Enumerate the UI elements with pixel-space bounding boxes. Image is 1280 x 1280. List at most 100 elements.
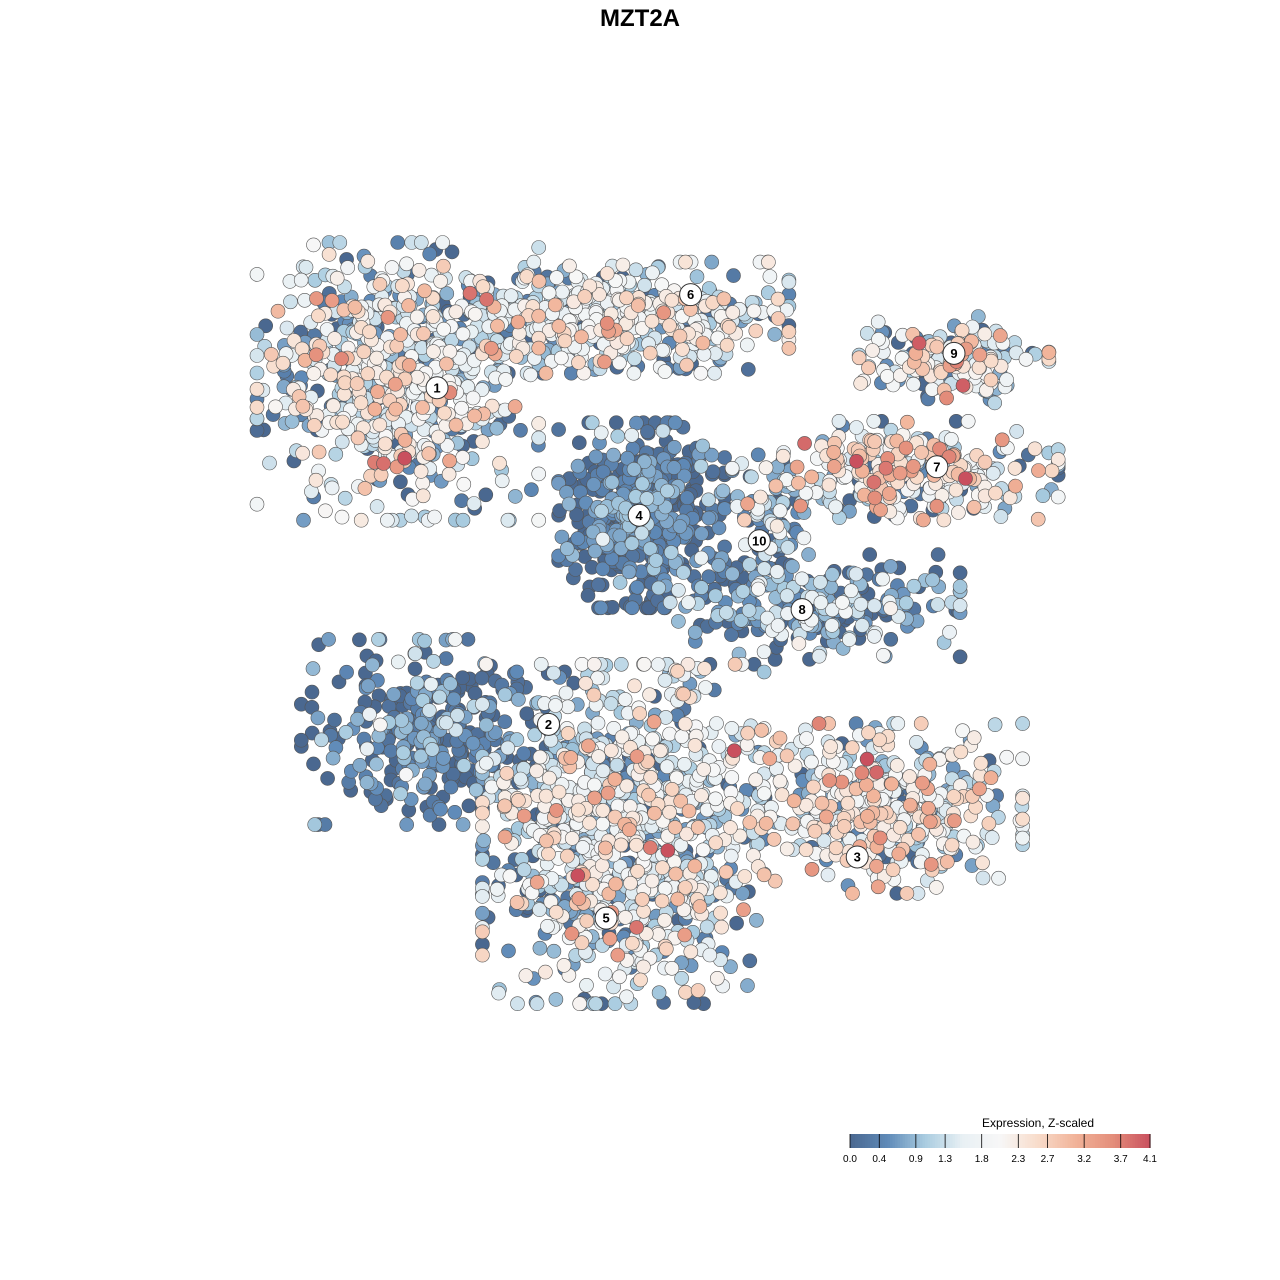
- colorbar-tick-label: 0.9: [909, 1154, 923, 1165]
- data-point-cluster-1: [409, 369, 425, 385]
- colorbar-segment: [1085, 1134, 1089, 1148]
- data-point-cluster-2: [314, 732, 329, 748]
- colorbar-segment: [855, 1134, 859, 1148]
- data-point-cluster-5: [699, 919, 715, 935]
- data-point-cluster-3: [845, 886, 860, 901]
- colorbar-segment: [910, 1134, 914, 1148]
- data-point-cluster-7: [753, 489, 768, 505]
- data-point-cluster-3: [866, 788, 881, 804]
- data-point-cluster-1: [455, 326, 471, 342]
- data-point-cluster-1: [309, 291, 324, 306]
- colorbar-segment: [1102, 1134, 1106, 1148]
- data-point-cluster-5: [702, 947, 718, 963]
- data-point-cluster-5: [538, 964, 553, 980]
- colorbar-segment: [1050, 1134, 1054, 1148]
- data-point-cluster-5: [499, 765, 515, 781]
- data-point-cluster-5: [475, 905, 490, 921]
- data-point-cluster-5: [636, 959, 651, 975]
- data-point-cluster-7: [1050, 452, 1066, 467]
- data-point-cluster-1: [362, 324, 377, 340]
- data-point-cluster-4: [666, 439, 682, 455]
- data-point-cluster-2: [474, 670, 490, 686]
- data-point-cluster-6: [657, 364, 673, 379]
- data-point-cluster-6: [541, 285, 557, 301]
- data-point-cluster-6: [642, 345, 658, 361]
- data-point-cluster-2: [509, 664, 525, 680]
- data-point-cluster-4: [587, 543, 603, 559]
- data-point-cluster-3: [724, 770, 740, 785]
- colorbar-segment: [917, 1134, 921, 1148]
- data-point-cluster-3: [955, 723, 970, 739]
- data-point-cluster-6: [656, 305, 672, 321]
- data-point-cluster-8: [681, 595, 696, 610]
- data-point-cluster-1: [421, 446, 437, 462]
- colorbar-segment: [952, 1134, 956, 1148]
- data-point-cluster-5: [478, 656, 494, 672]
- cluster-label-badge: [925, 455, 949, 479]
- data-point-cluster-1: [444, 244, 460, 260]
- data-point-cluster-1: [454, 493, 469, 509]
- data-point-cluster-8: [693, 550, 709, 566]
- data-point-cluster-4: [663, 545, 679, 560]
- data-point-cluster-4: [666, 460, 682, 475]
- colorbar-segment: [992, 1134, 996, 1148]
- data-point-cluster-7: [898, 440, 914, 456]
- data-point-cluster-6: [627, 351, 642, 366]
- cluster-label-10: 10: [747, 529, 771, 553]
- data-point-cluster-6: [554, 284, 570, 300]
- data-point-cluster-8: [925, 572, 940, 588]
- data-point-cluster-9: [871, 331, 886, 347]
- data-point-cluster-3: [730, 801, 745, 816]
- data-point-cluster-1: [249, 496, 265, 512]
- data-point-cluster-8: [875, 571, 890, 587]
- data-point-cluster-2: [395, 745, 411, 761]
- data-point-cluster-3: [859, 751, 875, 767]
- data-point-cluster-5: [607, 771, 623, 787]
- data-point-cluster-5: [709, 716, 724, 731]
- data-point-cluster-8: [930, 547, 946, 562]
- data-point-cluster-3: [892, 820, 908, 835]
- cluster-label-badge: [594, 906, 618, 930]
- colorbar-segment: [1052, 1134, 1056, 1148]
- data-point-cluster-9: [870, 314, 886, 330]
- colorbar-segment: [997, 1134, 1001, 1148]
- data-point-cluster-2: [446, 691, 462, 707]
- data-point-cluster-1: [326, 398, 341, 414]
- data-point-cluster-4: [571, 435, 587, 451]
- data-point-cluster-2: [407, 646, 423, 662]
- data-point-cluster-1: [329, 270, 345, 286]
- data-point-cluster-1: [295, 398, 311, 414]
- data-point-cluster-5: [598, 840, 613, 856]
- data-point-cluster-4: [569, 507, 584, 523]
- data-point-cluster-5: [519, 706, 535, 722]
- data-point-cluster-7: [988, 485, 1003, 501]
- data-point-cluster-9: [939, 390, 954, 406]
- data-point-cluster-5: [723, 820, 738, 835]
- data-point-cluster-1: [510, 314, 526, 330]
- data-point-cluster-4: [561, 496, 577, 512]
- data-point-cluster-3: [922, 814, 938, 830]
- data-point-cluster-3: [999, 749, 1015, 765]
- data-point-cluster-8: [725, 566, 740, 582]
- data-point-cluster-3: [872, 830, 888, 846]
- data-point-cluster-5: [529, 874, 545, 890]
- data-point-cluster-5: [560, 699, 576, 715]
- data-point-cluster-1: [360, 366, 376, 382]
- data-point-cluster-1: [417, 283, 432, 299]
- data-point-cluster-7: [929, 498, 945, 514]
- data-point-cluster-4: [595, 464, 611, 480]
- data-point-cluster-1: [426, 344, 441, 359]
- colorbar-segment: [977, 1134, 981, 1148]
- data-point-cluster-3: [840, 795, 856, 811]
- colorbar-segment: [1140, 1134, 1144, 1148]
- data-point-cluster-6: [761, 254, 776, 270]
- colorbar-segment: [1030, 1134, 1034, 1148]
- data-point-cluster-1: [415, 488, 431, 504]
- data-point-cluster-6: [746, 303, 762, 319]
- data-point-cluster-5: [560, 726, 576, 741]
- colorbar-segment: [1040, 1134, 1044, 1148]
- data-point-cluster-1: [306, 237, 321, 253]
- data-point-cluster-1: [439, 286, 455, 301]
- colorbar-segment: [1130, 1134, 1134, 1148]
